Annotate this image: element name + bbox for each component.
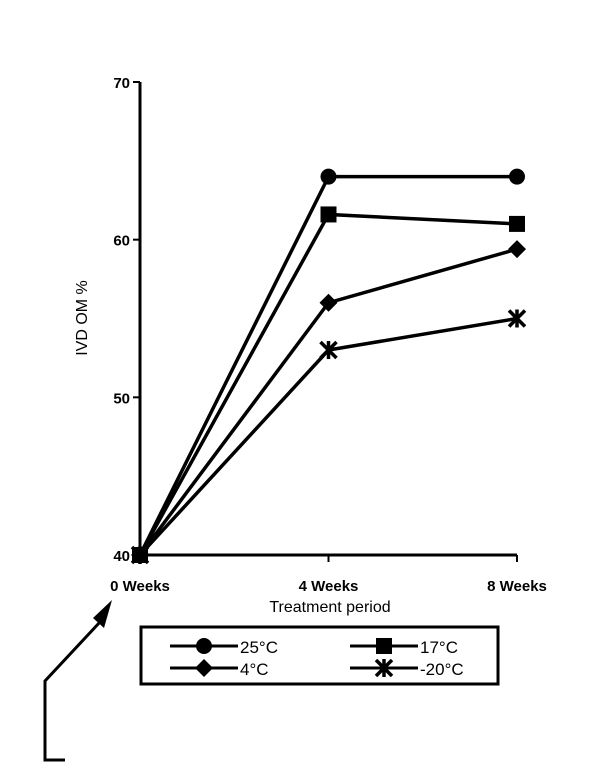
- x-tick-label: 4 Weeks: [299, 578, 359, 595]
- data-point-asterisk-marker: [319, 340, 338, 360]
- data-point-square-marker: [509, 215, 525, 232]
- legend: 25°C 17°C 4°C -20°C: [139, 625, 500, 686]
- series-1: [132, 206, 525, 563]
- legend-circle-marker: [196, 638, 212, 654]
- y-tick-label: 70: [113, 75, 130, 92]
- y-axis-label: IVD OM %: [74, 280, 91, 356]
- y-tick-label: 60: [113, 233, 130, 250]
- legend-square-marker: [376, 638, 392, 654]
- series-3: [130, 309, 527, 565]
- legend-label: 17°C: [420, 638, 458, 657]
- data-point-circle-marker: [509, 168, 525, 185]
- legend-label: 4°C: [240, 660, 269, 679]
- data-point-diamond-marker: [508, 240, 526, 259]
- x-axis-label: Treatment period: [269, 599, 390, 616]
- series-2: [131, 240, 526, 564]
- legend-box: [139, 625, 500, 686]
- legend-item: -20°C: [350, 658, 464, 679]
- axes: 40 50 60 70 0 Weeks 4 Weeks 8 Weeks: [110, 75, 547, 595]
- data-point-asterisk-marker: [507, 309, 527, 328]
- data-point-square-marker: [320, 206, 337, 223]
- series-0: [132, 168, 525, 563]
- annotation-arrow: [43, 600, 112, 762]
- legend-asterisk-marker: [374, 658, 394, 678]
- data-point-diamond-marker: [319, 293, 338, 312]
- legend-diamond-marker: [195, 659, 213, 677]
- data-point-asterisk-marker: [130, 545, 150, 565]
- data-point-circle-marker: [320, 168, 337, 185]
- y-tick-label: 50: [113, 390, 130, 407]
- legend-label: 25°C: [240, 638, 278, 657]
- legend-item: 4°C: [170, 659, 269, 679]
- series-line: [138, 174, 517, 556]
- y-tick-label: 40: [113, 548, 130, 565]
- legend-item: 17°C: [350, 638, 458, 657]
- x-tick-label: 8 Weeks: [487, 578, 547, 595]
- legend-item: 25°C: [170, 638, 278, 657]
- series-group: [130, 168, 527, 565]
- legend-label: -20°C: [420, 660, 464, 679]
- x-tick-label: 0 Weeks: [110, 578, 170, 595]
